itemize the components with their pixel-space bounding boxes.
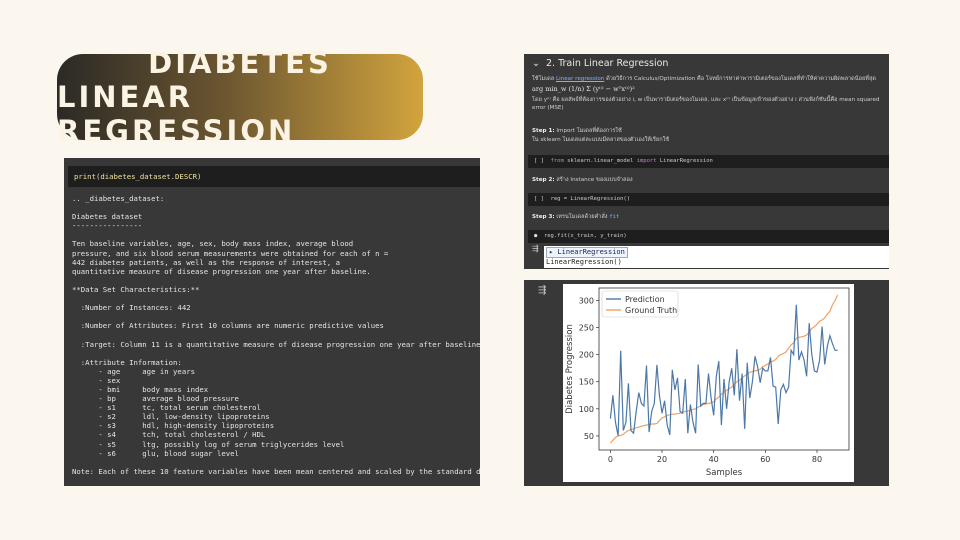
y-tick-label: 50 xyxy=(584,432,594,441)
y-tick-label: 100 xyxy=(579,405,594,414)
x-tick-label: 60 xyxy=(760,455,770,464)
code-cell[interactable]: print(diabetes_dataset.DESCR) xyxy=(68,166,480,187)
dataset-description-screenshot: print(diabetes_dataset.DESCR) .. _diabet… xyxy=(64,158,480,486)
estimator-repr: LinearRegression() xyxy=(546,258,622,266)
linear-regression-link[interactable]: Linear regression xyxy=(555,76,605,82)
step3: Step 3: เทรนโมเดลด้วยคำสั่ง fit xyxy=(532,214,620,220)
run-cell-icon[interactable]: ● xyxy=(534,233,538,239)
title-line-2: LINEAR REGRESSION xyxy=(57,80,296,148)
x-tick-label: 0 xyxy=(608,455,613,464)
legend-label: Prediction xyxy=(625,295,665,304)
chart-screenshot: ⇶ 0 20 40 60 80 50 100 150 200 250 300 Samples Diabe… xyxy=(524,280,889,486)
series-line-prediction xyxy=(609,304,838,437)
slide-title: DIABETES LINEAR REGRESSION xyxy=(57,46,423,148)
legend-label: Ground Truth xyxy=(625,306,677,315)
x-tick-label: 20 xyxy=(657,455,667,464)
section-title: 2. Train Linear Regression xyxy=(546,58,669,69)
y-axis-label: Diabetes Progression xyxy=(565,324,575,414)
fit-output: ▸ LinearRegression LinearRegression() xyxy=(544,246,889,268)
y-tick-label: 300 xyxy=(579,296,594,305)
x-axis-label: Samples xyxy=(706,468,743,478)
plot-frame xyxy=(598,287,850,451)
chart-canvas: 0 20 40 60 80 50 100 150 200 250 300 Samples Diabete… xyxy=(563,284,854,482)
step1-note: ใน sklearn โมเดลแต่ละแบบมีคลาสของตัวเองใ… xyxy=(532,137,670,143)
y-tick-label: 250 xyxy=(579,324,594,333)
formula: arg min_w (1/n) Σ (y⁽ⁱ⁾ − wᵀx⁽ⁱ⁾)² xyxy=(532,85,635,93)
code-cell-instance[interactable]: [ ] reg = LinearRegression() xyxy=(528,193,889,206)
intro-text: ใช้โมเดล Linear regression ด้วยวิธีการ C… xyxy=(532,76,877,82)
section-header[interactable]: ⌄ 2. Train Linear Regression xyxy=(532,58,668,69)
chevron-down-icon: ⌄ xyxy=(532,58,540,69)
y-tick-label: 200 xyxy=(579,351,594,360)
title-line-1: DIABETES xyxy=(148,46,332,80)
cell-output: .. _diabetes_dataset: Diabetes dataset -… xyxy=(72,194,480,476)
output-toggle-icon[interactable]: ⇶ xyxy=(532,244,539,253)
estimator-title[interactable]: ▸ LinearRegression xyxy=(546,247,628,258)
x-tick-label: 40 xyxy=(709,455,719,464)
prediction-chart: 0 20 40 60 80 50 100 150 200 250 300 Samples Diabete… xyxy=(565,287,850,478)
code-cell-import[interactable]: [ ] from sklearn.linear_model import Lin… xyxy=(528,155,889,168)
formula-explanation: โดย y⁽ⁱ⁾ คือ ผลลัพธ์ที่ต้องการของตัวอย่า… xyxy=(532,97,880,111)
step2: Step 2: สร้าง Instance ของแบบจำลอง xyxy=(532,177,633,183)
train-section-screenshot: ⌄ 2. Train Linear Regression ใช้โมเดล Li… xyxy=(524,54,889,269)
code-cell-fit[interactable]: ● reg.fit(x_train, y_train) xyxy=(528,230,889,243)
y-tick-label: 150 xyxy=(579,378,594,387)
x-tick-label: 80 xyxy=(812,455,822,464)
step1: Step 1: Import โมเดลที่ต้องการใช้ xyxy=(532,128,622,134)
output-toggle-icon[interactable]: ⇶ xyxy=(538,285,547,296)
